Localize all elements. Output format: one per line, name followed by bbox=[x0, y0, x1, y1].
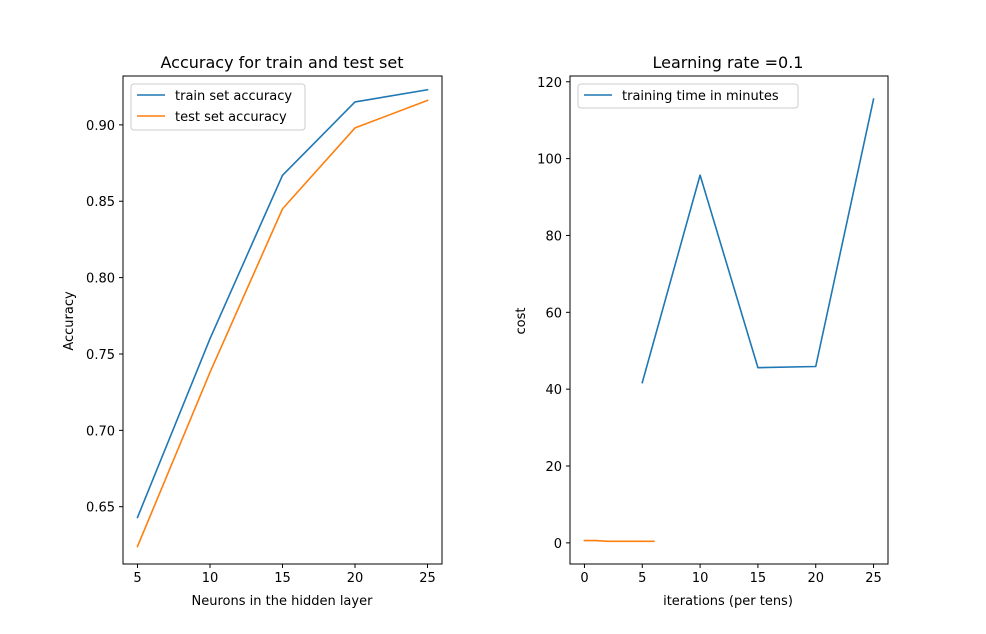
accuracy-chart-xtick-label: 10 bbox=[202, 571, 219, 586]
learning-rate-chart-xtick-label: 5 bbox=[638, 571, 646, 586]
learning-rate-chart-series-line-0 bbox=[641, 98, 875, 384]
accuracy-chart-ytick-label: 0.70 bbox=[86, 424, 115, 439]
learning-rate-chart-ytick-label: 20 bbox=[545, 460, 562, 475]
learning-rate-chart-ytick-label: 120 bbox=[537, 76, 562, 91]
learning-rate-chart-legend-label: training time in minutes bbox=[622, 89, 779, 104]
learning-rate-chart-xlabel: iterations (per tens) bbox=[663, 594, 793, 609]
accuracy-chart-legend-label: train set accuracy bbox=[175, 89, 292, 104]
learning-rate-chart-legend-box bbox=[577, 83, 799, 109]
accuracy-chart-ytick-label: 0.80 bbox=[86, 272, 115, 287]
learning-rate-chart-ylabel: cost bbox=[514, 308, 529, 335]
accuracy-chart-ytick-label: 0.75 bbox=[86, 348, 115, 363]
learning-rate-chart-xtick-label: 10 bbox=[692, 571, 709, 586]
accuracy-chart-ytick-label: 0.85 bbox=[86, 195, 115, 210]
accuracy-chart-ticks: 5 10 15 20 25 0.65 0.70 0.75 0.80 0.85 0.90 bbox=[86, 119, 436, 586]
learning-rate-chart: Learning rate =0.1 iterations (per tens)… bbox=[514, 53, 889, 609]
accuracy-chart-xtick-label: 25 bbox=[419, 571, 436, 586]
accuracy-chart-xtick-label: 20 bbox=[347, 571, 364, 586]
accuracy-chart-title: Accuracy for train and test set bbox=[161, 53, 404, 72]
learning-rate-chart-ytick-label: 0 bbox=[554, 537, 562, 552]
accuracy-chart-series-line-1 bbox=[136, 99, 429, 548]
learning-rate-chart-series-line-1 bbox=[583, 539, 655, 543]
accuracy-chart-ytick-label: 0.90 bbox=[86, 119, 115, 134]
accuracy-chart: Accuracy for train and test set Neurons … bbox=[62, 53, 443, 609]
accuracy-chart-legend-box bbox=[130, 83, 306, 131]
accuracy-chart-series-line-0 bbox=[136, 88, 429, 519]
learning-rate-chart-plot-area bbox=[583, 98, 875, 543]
learning-rate-chart-xtick-label: 0 bbox=[580, 571, 588, 586]
learning-rate-chart-title: Learning rate =0.1 bbox=[653, 53, 804, 72]
learning-rate-chart-xtick-label: 25 bbox=[865, 571, 882, 586]
learning-rate-chart-legend: training time in minutes bbox=[577, 83, 799, 109]
accuracy-chart-ylabel: Accuracy bbox=[62, 291, 77, 351]
accuracy-chart-xtick-label: 5 bbox=[133, 571, 141, 586]
learning-rate-chart-xtick-label: 20 bbox=[807, 571, 824, 586]
learning-rate-chart-ytick-label: 80 bbox=[545, 229, 562, 244]
accuracy-chart-frame bbox=[122, 75, 443, 565]
accuracy-chart-plot-area bbox=[136, 88, 429, 548]
accuracy-chart-ytick-label: 0.65 bbox=[86, 501, 115, 516]
learning-rate-chart-frame bbox=[569, 75, 889, 565]
learning-rate-chart-ytick-label: 60 bbox=[545, 306, 562, 321]
learning-rate-chart-xtick-label: 15 bbox=[750, 571, 767, 586]
accuracy-chart-xtick-label: 15 bbox=[274, 571, 291, 586]
accuracy-chart-legend-label: test set accuracy bbox=[175, 110, 287, 125]
learning-rate-chart-ticks: 0 5 10 15 20 25 0 20 40 60 80 100 120 bbox=[537, 76, 882, 586]
accuracy-chart-legend: train set accuracy test set accuracy bbox=[130, 83, 306, 131]
learning-rate-chart-ytick-label: 100 bbox=[537, 153, 562, 168]
accuracy-chart-xlabel: Neurons in the hidden layer bbox=[192, 594, 374, 609]
learning-rate-chart-ytick-label: 40 bbox=[545, 383, 562, 398]
